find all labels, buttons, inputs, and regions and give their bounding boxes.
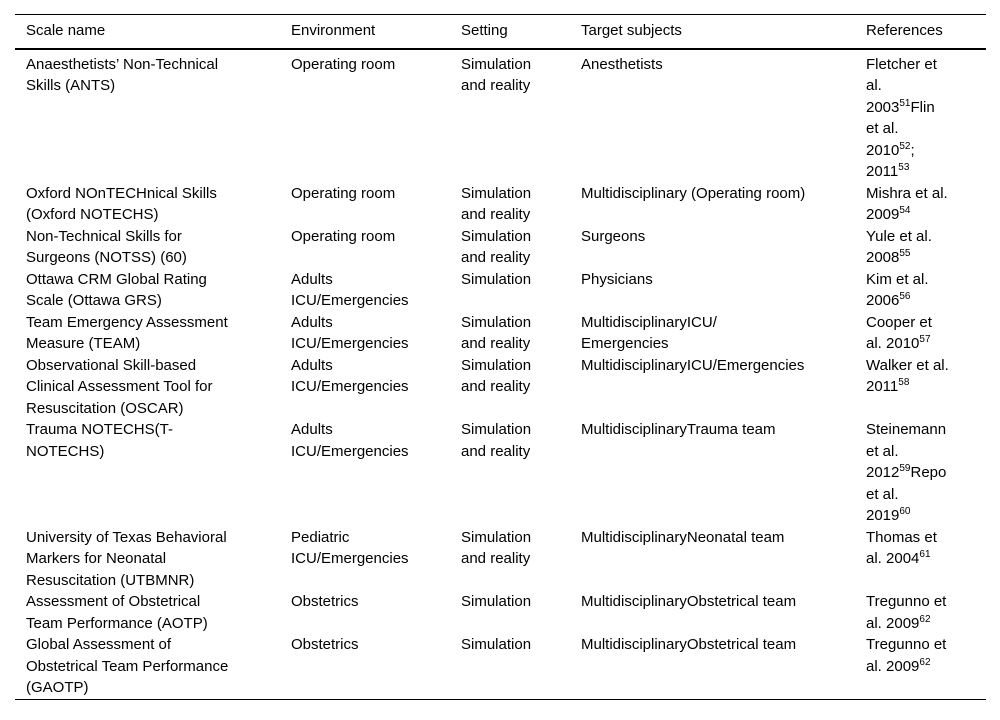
cell-scale-name: Oxford NOnTECHnical Skills (Oxford NOTEC… — [26, 184, 217, 224]
column-header-references: References — [866, 14, 986, 50]
cell-setting: Simulation and reality — [461, 356, 532, 396]
cell-environment: Adults ICU/Emergencies — [291, 313, 409, 353]
reference-superscript: 60 — [899, 506, 911, 517]
cell-target-subjects: MultidisciplinaryObstetrical team — [581, 593, 797, 610]
reference-superscript: 52 — [899, 140, 911, 152]
header-row: Scale name Environment Setting Target su… — [15, 14, 986, 50]
cell-environment: Operating room — [291, 55, 396, 73]
column-header-setting: Setting — [461, 14, 581, 50]
cell-scale-name: Assessment of Obstetrical Team Performan… — [26, 593, 208, 632]
cell-target-subjects: MultidisciplinaryICU/Emergencies — [581, 356, 805, 374]
cell-references: Thomas et al. 200461 — [866, 528, 937, 568]
cell-setting: Simulation and reality — [461, 313, 532, 353]
column-header-target-subjects: Target subjects — [581, 14, 866, 50]
cell-scale-name: Observational Skill-based Clinical Asses… — [26, 356, 213, 417]
cell-environment: Obstetrics — [291, 636, 359, 653]
cell-environment: Adults ICU/Emergencies — [291, 356, 409, 396]
reference-superscript: 55 — [899, 248, 911, 259]
cell-references: Yule et al. 200855 — [866, 227, 932, 267]
cell-scale-name: University of Texas Behavioral Markers f… — [26, 528, 227, 589]
table-row: University of Texas Behavioral Markers f… — [15, 527, 986, 592]
cell-references: Fletcher et al. 200351Flin et al. 201052… — [866, 55, 937, 181]
cell-setting: Simulation and reality — [461, 421, 532, 460]
table-row: Anaesthetists’ Non-Technical Skills (ANT… — [15, 49, 986, 183]
cell-setting: Simulation — [461, 636, 532, 653]
cell-target-subjects: MultidisciplinaryICU/ Emergencies — [581, 313, 717, 353]
reference-superscript: 56 — [899, 291, 911, 302]
column-header-environment: Environment — [291, 14, 461, 50]
cell-scale-name: Team Emergency Assessment Measure (TEAM) — [26, 313, 228, 353]
cell-references: Cooper et al. 201057 — [866, 313, 932, 353]
table-row: Ottawa CRM Global Rating Scale (Ottawa G… — [15, 269, 986, 312]
cell-target-subjects: MultidisciplinaryNeonatal team — [581, 528, 785, 546]
cell-scale-name: Trauma NOTECHS(T- NOTECHS) — [26, 421, 173, 460]
cell-references: Mishra et al. 200954 — [866, 184, 948, 224]
cell-references: Walker et al. 201158 — [866, 356, 949, 396]
table-row: Global Assessment of Obstetrical Team Pe… — [15, 634, 986, 699]
cell-setting: Simulation — [461, 593, 532, 610]
cell-target-subjects: Surgeons — [581, 227, 646, 245]
cell-references: Kim et al. 200656 — [866, 270, 929, 310]
cell-environment: Obstetrics — [291, 593, 359, 610]
cell-setting: Simulation and reality — [461, 227, 532, 267]
cell-setting: Simulation — [461, 270, 532, 288]
cell-references: Tregunno et al. 200962 — [866, 636, 947, 675]
reference-superscript: 58 — [898, 377, 910, 388]
cell-target-subjects: MultidisciplinaryObstetrical team — [581, 636, 797, 653]
cell-environment: Operating room — [291, 227, 396, 245]
cell-target-subjects: Multidisciplinary (Operating room) — [581, 184, 806, 202]
cell-environment: Operating room — [291, 184, 396, 202]
cell-references: Steinemann et al. 201259Repo et al. 2019… — [866, 421, 947, 524]
reference-superscript: 53 — [898, 162, 910, 173]
cell-setting: Simulation and reality — [461, 55, 532, 95]
cell-scale-name: Ottawa CRM Global Rating Scale (Ottawa G… — [26, 270, 207, 310]
cell-environment: Pediatric ICU/Emergencies — [291, 528, 409, 568]
table-row: Non-Technical Skills for Surgeons (NOTSS… — [15, 226, 986, 269]
reference-superscript: 54 — [899, 205, 911, 216]
cell-environment: Adults ICU/Emergencies — [291, 421, 409, 460]
table-row: Assessment of Obstetrical Team Performan… — [15, 591, 986, 634]
table-row: Observational Skill-based Clinical Asses… — [15, 355, 986, 420]
table-row: Team Emergency Assessment Measure (TEAM)… — [15, 312, 986, 355]
cell-references: Tregunno et al. 200962 — [866, 593, 947, 632]
cell-scale-name: Non-Technical Skills for Surgeons (NOTSS… — [26, 227, 187, 267]
reference-superscript: 59 — [899, 463, 911, 474]
cell-setting: Simulation and reality — [461, 528, 532, 568]
table-row: Trauma NOTECHS(T- NOTECHS) Adults ICU/Eme… — [15, 419, 986, 527]
cell-target-subjects: Anesthetists — [581, 55, 663, 73]
table-header: Scale name Environment Setting Target su… — [15, 14, 986, 50]
reference-superscript: 57 — [919, 334, 931, 345]
scales-table: Scale name Environment Setting Target su… — [15, 14, 986, 700]
reference-superscript: 51 — [899, 97, 911, 109]
table-body: Anaesthetists’ Non-Technical Skills (ANT… — [15, 49, 986, 700]
reference-superscript: 62 — [919, 613, 931, 625]
cell-target-subjects: Physicians — [581, 270, 653, 288]
cell-setting: Simulation and reality — [461, 184, 532, 224]
reference-superscript: 61 — [919, 549, 931, 560]
cell-target-subjects: MultidisciplinaryTrauma team — [581, 421, 776, 438]
cell-scale-name: Global Assessment of Obstetrical Team Pe… — [26, 636, 229, 696]
column-header-scale-name: Scale name — [15, 14, 291, 50]
reference-superscript: 62 — [919, 656, 931, 668]
table-row: Oxford NOnTECHnical Skills (Oxford NOTEC… — [15, 183, 986, 226]
cell-scale-name: Anaesthetists’ Non-Technical Skills (ANT… — [26, 55, 219, 95]
cell-environment: Adults ICU/Emergencies — [291, 270, 409, 310]
